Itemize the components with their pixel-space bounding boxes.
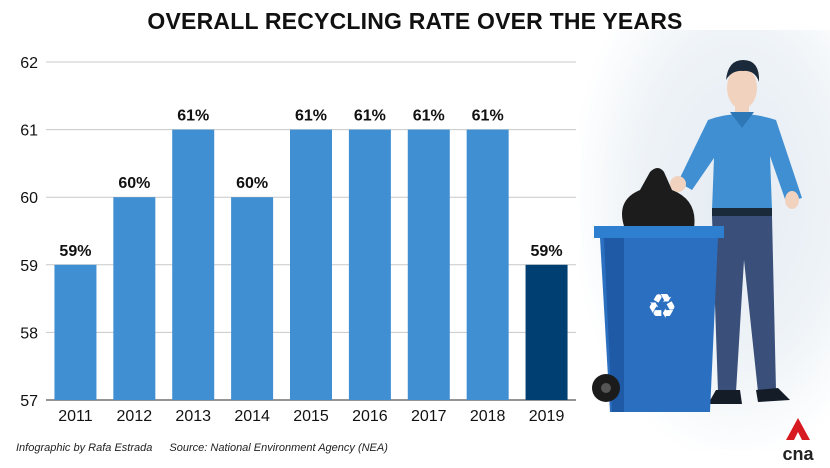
recycling-bin-icon: ♻ [592,226,724,412]
bar [231,197,274,400]
bar [172,129,215,400]
man-with-recycling-bin-icon: ♻ [592,60,802,412]
y-tick-label: 58 [20,325,38,342]
data-label: 61% [177,108,209,125]
x-tick-label: 2017 [411,408,447,425]
trash-bag-icon [622,168,695,228]
data-label: 60% [118,175,150,192]
bar [348,129,391,400]
x-tick-label: 2013 [175,408,211,425]
y-tick-label: 57 [20,393,38,410]
data-label: 61% [354,108,386,125]
bar [290,129,332,400]
data-label: 61% [295,108,327,125]
svg-text:♻: ♻ [647,287,677,327]
x-tick-label: 2018 [470,408,506,425]
bar-chart: 57 58 59 60 61 62 59% 2011 60% 2012 61% 2013 60% 2014… [20,55,576,425]
data-label: 61% [413,108,445,125]
bar [54,264,97,400]
x-tick-label: 2014 [234,408,270,425]
x-tick-label: 2016 [352,408,388,425]
x-tick-label: 2015 [293,408,329,425]
x-tick-label: 2019 [529,408,565,425]
data-label: 61% [472,108,504,125]
data-label: 59% [531,243,563,260]
y-tick-label: 59 [20,258,38,275]
y-tick-label: 61 [20,123,38,140]
credit-text: Infographic by Rafa Estrada [16,442,153,454]
footer: Infographic by Rafa Estrada Source: Nati… [16,442,388,454]
logo-text: cna [782,444,814,464]
data-label: 59% [59,243,91,260]
cna-logo: cna [782,418,814,464]
chart-title: OVERALL RECYCLING RATE OVER THE YEARS [147,8,683,34]
y-tick-label: 62 [20,55,38,72]
man-figure [670,60,802,404]
bar [113,197,156,400]
source-text: Source: National Environment Agency (NEA… [169,442,388,454]
y-tick-label: 60 [20,190,38,207]
x-tick-label: 2012 [117,408,153,425]
data-label: 60% [236,175,268,192]
x-tick-label: 2011 [58,408,93,425]
bar [525,264,568,400]
bar [466,129,509,400]
bar [407,129,450,400]
